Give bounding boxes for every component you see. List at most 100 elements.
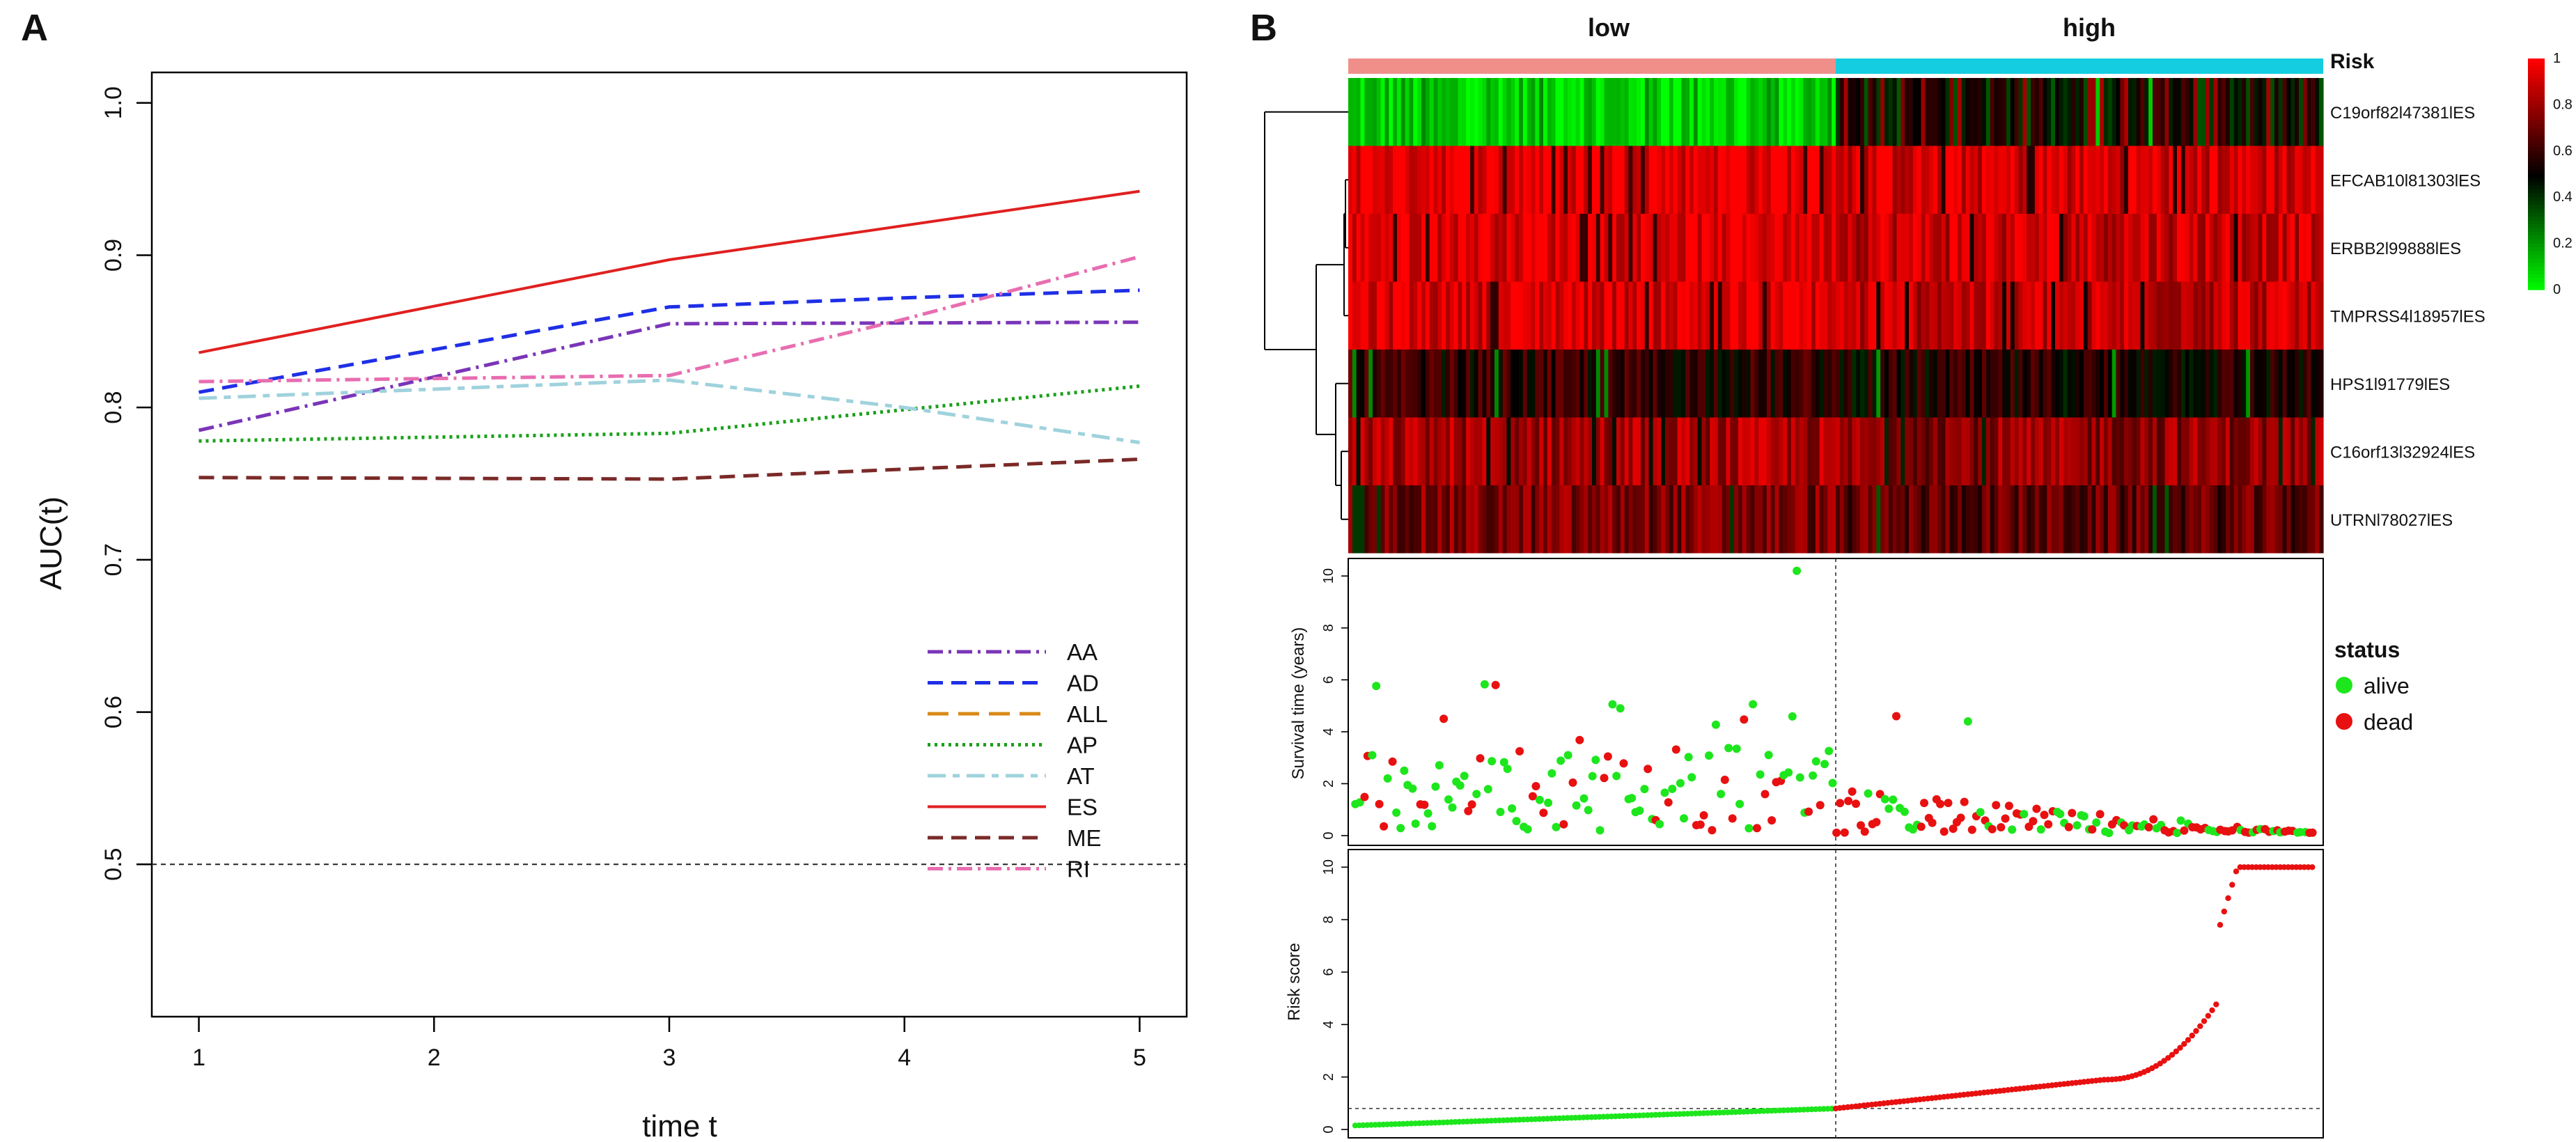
heatmap-cell	[1657, 281, 1662, 350]
heatmap-cell	[1697, 417, 1703, 485]
heatmap-cell	[1929, 146, 1934, 214]
heatmap-cell	[2229, 417, 2235, 485]
heatmap-cell	[1490, 485, 1495, 554]
heatmap-cell	[1364, 485, 1369, 554]
heatmap-cell	[1515, 214, 1520, 282]
heatmap-cell	[1900, 485, 1905, 554]
alive-point	[1880, 795, 1889, 804]
alive-point	[1435, 761, 1444, 769]
heatmap-cell	[1648, 485, 1654, 554]
high-risk-point	[2173, 1048, 2179, 1055]
heatmap-cell	[2160, 350, 2166, 418]
heatmap-cell	[2144, 146, 2149, 214]
heatmap-cell	[1608, 350, 1613, 418]
colorbar-segment	[2528, 208, 2545, 213]
alive-point	[1635, 806, 1644, 815]
heatmap-cell	[2116, 281, 2121, 350]
heatmap-cell	[1754, 214, 1759, 282]
heatmap-cell	[1665, 78, 1670, 146]
heatmap-cell	[2286, 417, 2291, 485]
heatmap-cell	[1466, 78, 1471, 146]
heatmap-cell	[1364, 78, 1369, 146]
heatmap-cell	[1705, 485, 1710, 554]
heatmap-cell	[1559, 78, 1564, 146]
heatmap-cell	[2205, 350, 2210, 418]
heatmap-cell	[1900, 281, 1905, 350]
heatmap-cell	[2047, 214, 2052, 282]
heatmap-cell	[2087, 146, 2093, 214]
legend-label-me: ME	[1067, 825, 1102, 851]
heatmap-cell	[1449, 146, 1455, 214]
heatmap-cell	[2270, 281, 2275, 350]
heatmap-cell	[1665, 485, 1670, 554]
heatmap-cell	[2051, 78, 2056, 146]
alive-point	[1809, 771, 1818, 780]
heatmap-cell	[2018, 146, 2023, 214]
heatmap-cell	[1958, 485, 1962, 554]
status-legend-title: status	[2334, 637, 2400, 662]
heatmap-row	[1348, 281, 2324, 350]
heatmap-cell	[2282, 78, 2288, 146]
risk-score-y-axis-label: Risk score	[1285, 943, 1304, 1021]
heatmap-cell	[2111, 146, 2117, 214]
heatmap-cell	[2148, 146, 2153, 214]
heatmap-cell	[1474, 485, 1479, 554]
heatmap-cell	[1917, 214, 1922, 282]
colorbar-segment	[2528, 251, 2545, 256]
heatmap-cell	[1815, 78, 1820, 146]
heatmap-cell	[1982, 417, 1987, 485]
heatmap-cell	[2258, 78, 2263, 146]
heatmap-cell	[1624, 417, 1630, 485]
heatmap-cell	[2262, 78, 2267, 146]
heatmap-cell	[1657, 485, 1662, 554]
heatmap-cell	[1482, 214, 1487, 282]
heatmap-cell	[2067, 281, 2072, 350]
dead-point	[1761, 790, 1770, 799]
heatmap-cell	[1417, 417, 1422, 485]
heatmap-cell	[1559, 214, 1564, 282]
heatmap-cell	[1856, 146, 1861, 214]
alive-point	[1428, 822, 1437, 831]
heatmap-cell	[1470, 214, 1475, 282]
heatmap-cell	[1433, 214, 1438, 282]
heatmap-cell	[1373, 485, 1377, 554]
heatmap-cell	[1433, 78, 1438, 146]
heatmap-cell	[2120, 78, 2125, 146]
heatmap-cell	[2282, 485, 2288, 554]
dead-point	[1696, 820, 1705, 829]
colorbar-segment	[2528, 281, 2545, 287]
heatmap-cell	[2071, 281, 2076, 350]
heatmap-cell	[2226, 417, 2231, 485]
heatmap-cell	[1486, 485, 1491, 554]
heatmap-cell	[1417, 485, 1422, 554]
colorbar-segment	[2528, 81, 2545, 86]
colorbar-tick-label: 0.8	[2553, 97, 2573, 112]
alive-point	[2036, 825, 2045, 834]
heatmap-cell	[2038, 78, 2044, 146]
heatmap-cell	[1531, 214, 1536, 282]
heatmap-cell	[1758, 417, 1763, 485]
heatmap-cell	[1697, 78, 1703, 146]
heatmap-cell	[2034, 417, 2040, 485]
alive-point	[1676, 779, 1685, 788]
dead-point	[2001, 814, 2010, 823]
heatmap-cell	[1494, 281, 1499, 350]
heatmap-cell	[1620, 214, 1625, 282]
alive-point	[1444, 795, 1453, 804]
heatmap-cell	[2038, 146, 2044, 214]
heatmap-cell	[1555, 350, 1560, 418]
heatmap-cell	[1685, 485, 1690, 554]
heatmap-cell	[1754, 417, 1759, 485]
heatmap-cell	[2156, 417, 2162, 485]
heatmap-cell	[2262, 146, 2267, 214]
heatmap-cell	[1705, 78, 1710, 146]
dead-point	[1928, 818, 1937, 827]
heatmap-cell	[2258, 214, 2263, 282]
heatmap-cell	[1522, 146, 1528, 214]
heatmap-cell	[1644, 281, 1650, 350]
heatmap-cell	[1547, 350, 1552, 418]
heatmap-cell	[1608, 146, 1613, 214]
heatmap-cell	[1985, 78, 1991, 146]
heatmap-cell	[1559, 417, 1564, 485]
heatmap-cell	[1933, 146, 1938, 214]
